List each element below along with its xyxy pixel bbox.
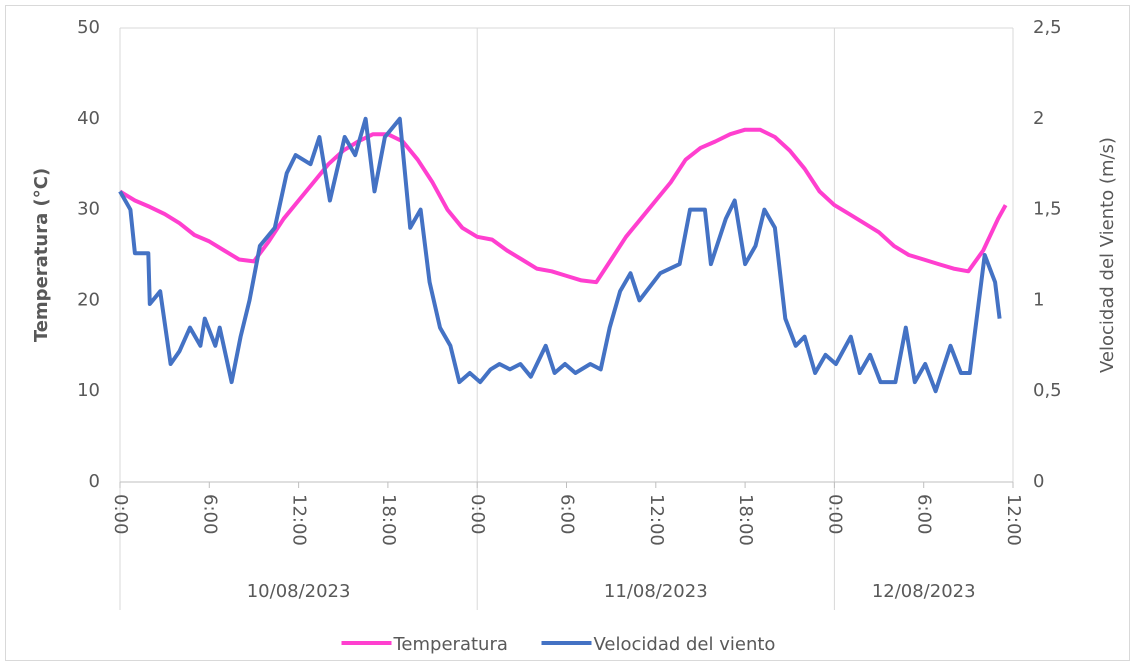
x-tick-label: 0:00 (110, 494, 131, 534)
data-line (118, 127, 1008, 285)
y2-tick-label: 0,5 (1033, 380, 1062, 401)
y2-tick-label: 2 (1033, 108, 1044, 129)
x-tick-label: 12:00 (1003, 494, 1024, 546)
date-label: 11/08/2023 (604, 581, 708, 602)
y-tick-label: 0 (89, 471, 100, 492)
y-tick-label: 30 (77, 199, 100, 220)
x-tick-label: 12:00 (646, 494, 667, 546)
y-tick-label: 10 (77, 380, 100, 401)
y-tick-label: 50 (77, 17, 100, 38)
y2-tick-label: 1,5 (1033, 199, 1062, 220)
legend-label: Temperatura (393, 634, 508, 655)
y2-tick-label: 2,5 (1033, 17, 1062, 38)
y2-tick-label: 1 (1033, 289, 1044, 310)
x-tick-label: 6:00 (557, 494, 578, 534)
x-tick-label: 6:00 (199, 494, 220, 534)
date-label: 12/08/2023 (872, 581, 976, 602)
x-tick-label: 0:00 (467, 494, 488, 534)
chart-border (5, 5, 1130, 661)
x-tick-label: 18:00 (378, 494, 399, 546)
y2-axis-title: Velocidad del Viento (m/s) (1097, 137, 1118, 373)
y-tick-label: 20 (77, 289, 100, 310)
data-line (118, 116, 1002, 394)
y-tick-label: 40 (77, 108, 100, 129)
x-tick-label: 12:00 (289, 494, 310, 546)
y-axis-title: Temperatura (°C) (31, 168, 52, 342)
y2-tick-label: 0 (1033, 471, 1044, 492)
legend-label: Velocidad del viento (594, 634, 776, 655)
x-tick-label: 0:00 (824, 494, 845, 534)
date-label: 10/08/2023 (247, 581, 351, 602)
x-tick-label: 18:00 (735, 494, 756, 546)
x-tick-label: 6:00 (914, 494, 935, 534)
